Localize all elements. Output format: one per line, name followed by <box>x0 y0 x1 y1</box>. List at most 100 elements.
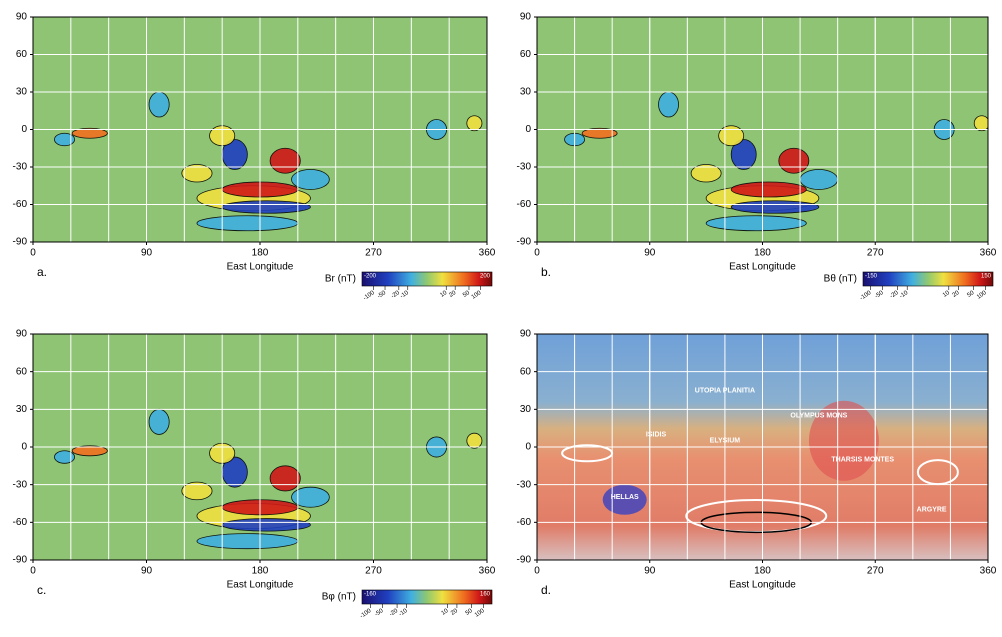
colorbar <box>863 272 993 286</box>
anomaly <box>54 133 74 146</box>
anomaly <box>270 148 300 173</box>
y-tick-label: 0 <box>21 442 27 453</box>
colorbar-label: Br (nT) <box>325 274 356 285</box>
colorbar <box>362 590 492 604</box>
colorbar-label: Bθ (nT) <box>824 274 857 285</box>
x-tick-label: 360 <box>479 566 496 577</box>
panel-label: a. <box>37 265 47 279</box>
y-tick-label: 30 <box>16 404 28 415</box>
y-tick-label: -60 <box>517 199 532 210</box>
y-tick-label: 30 <box>520 404 532 415</box>
anomaly <box>149 92 169 117</box>
place-name: UTOPIA PLANITIA <box>695 387 755 394</box>
colorbar-tick-label: -10 <box>398 608 409 618</box>
x-tick-label: 180 <box>252 248 269 259</box>
panel-label: b. <box>541 265 551 279</box>
colorbar-tick-label: 100 <box>474 608 486 619</box>
colorbar-end-label: -150 <box>865 274 878 280</box>
anomaly <box>467 116 482 131</box>
x-tick-label: 0 <box>534 248 540 259</box>
y-tick-label: -30 <box>13 479 28 490</box>
anomaly <box>731 182 806 197</box>
x-tick-label: 0 <box>534 566 540 577</box>
x-tick-label: 270 <box>867 566 884 577</box>
x-tick-label: 180 <box>754 248 771 259</box>
y-tick-label: -90 <box>517 555 532 566</box>
x-axis-title: East Longitude <box>227 262 294 273</box>
y-tick-label: 60 <box>520 366 532 377</box>
anomaly <box>719 126 744 146</box>
y-tick-label: 0 <box>525 442 531 453</box>
y-tick-label: 60 <box>520 49 532 60</box>
panel: 090180270360-90-60-300306090East Longitu… <box>13 329 496 620</box>
place-name: HELLAS <box>611 494 639 501</box>
x-tick-label: 0 <box>30 566 36 577</box>
x-tick-label: 90 <box>644 248 656 259</box>
y-tick-label: 90 <box>16 329 28 340</box>
y-tick-label: 90 <box>520 329 532 340</box>
place-name: OLYMPUS MONS <box>790 412 847 419</box>
anomaly <box>467 433 482 448</box>
colorbar-tick-label: -10 <box>899 290 910 300</box>
colorbar-tick-label: -100 <box>362 290 376 302</box>
x-tick-label: 90 <box>141 566 153 577</box>
colorbar-tick-label: 50 <box>465 608 474 617</box>
anomaly <box>222 519 310 532</box>
map-body <box>537 334 988 560</box>
y-tick-label: -90 <box>13 555 28 566</box>
colorbar-end-label: 160 <box>480 592 491 598</box>
anomaly <box>222 201 310 214</box>
anomaly <box>974 116 989 131</box>
colorbar-tick-label: 20 <box>448 290 457 299</box>
colorbar-tick-label: 100 <box>471 290 483 301</box>
x-tick-label: 270 <box>365 566 382 577</box>
anomaly <box>197 534 298 549</box>
y-tick-label: 0 <box>21 124 27 135</box>
x-tick-label: 360 <box>980 566 997 577</box>
y-tick-label: -30 <box>517 479 532 490</box>
y-tick-label: 90 <box>16 12 28 23</box>
anomaly <box>292 487 330 507</box>
colorbar-label: Bφ (nT) <box>322 592 356 603</box>
colorbar-tick-label: 100 <box>976 290 988 301</box>
colorbar-tick-label: -50 <box>374 608 385 618</box>
panel-label: d. <box>541 583 551 597</box>
colorbar-tick-label: 50 <box>462 290 471 299</box>
colorbar-tick-label: -100 <box>859 290 873 302</box>
colorbar-end-label: -160 <box>364 592 377 598</box>
x-tick-label: 180 <box>754 566 771 577</box>
y-tick-label: 0 <box>525 124 531 135</box>
x-axis-title: East Longitude <box>729 262 796 273</box>
panel: 0 90 180 270 360 -90 -60 -30 0 30 60 90 East Longitu… <box>517 329 997 598</box>
y-tick-label: 30 <box>16 87 28 98</box>
x-tick-label: 270 <box>365 248 382 259</box>
colorbar-tick-label: 50 <box>967 290 976 299</box>
colorbar-tick-label: 20 <box>952 290 961 299</box>
colorbar-tick-label: 10 <box>942 290 951 299</box>
anomaly <box>292 170 330 190</box>
anomaly <box>149 409 169 434</box>
y-tick-label: 30 <box>520 87 532 98</box>
anomaly <box>706 216 806 231</box>
anomaly <box>197 216 298 231</box>
map-body <box>33 17 487 242</box>
x-axis-title: East Longitude <box>729 580 796 591</box>
colorbar-tick-label: -100 <box>359 608 373 620</box>
x-tick-label: 90 <box>644 566 656 577</box>
anomaly <box>659 92 679 117</box>
colorbar-tick-label: 10 <box>441 608 450 617</box>
place-name: THARSIS MONTES <box>831 456 894 463</box>
colorbar-end-label: 200 <box>480 274 491 280</box>
colorbar-end-label: 150 <box>981 274 992 280</box>
colorbar-tick-label: -50 <box>377 290 388 300</box>
x-axis-title: East Longitude <box>227 580 294 591</box>
place-name: ISIDIS <box>646 431 667 438</box>
x-tick-label: 180 <box>252 566 269 577</box>
y-tick-label: -30 <box>517 162 532 173</box>
y-tick-label: -60 <box>517 517 532 528</box>
anomaly <box>54 451 74 464</box>
anomaly <box>731 201 819 214</box>
y-tick-label: -60 <box>13 517 28 528</box>
